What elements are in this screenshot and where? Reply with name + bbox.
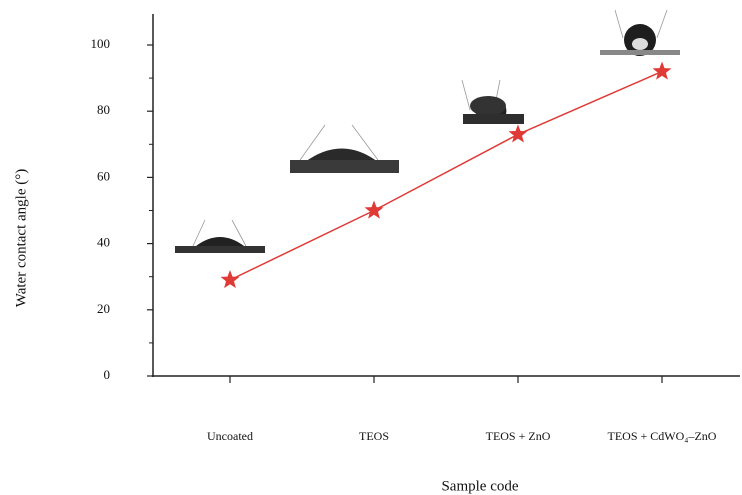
y-tick-label: 0 (104, 367, 111, 382)
x-tick-label: TEOS + ZnO (486, 429, 551, 443)
star-marker (221, 270, 240, 288)
series-line (230, 71, 662, 280)
y-tick-label: 40 (97, 235, 110, 250)
star-marker (653, 62, 672, 80)
y-axis-title: Water contact angle (°) (13, 169, 29, 307)
droplet-teos-zno (462, 80, 524, 124)
droplet-teos (290, 125, 399, 173)
x-axis-title: Sample code (441, 478, 518, 494)
droplet-images (175, 10, 680, 253)
x-tick-label: Uncoated (207, 429, 253, 443)
x-tick-label: TEOS + CdWO₄–ZnO (608, 429, 717, 443)
star-marker (509, 124, 528, 142)
x-tick-label: TEOS (359, 429, 389, 443)
chart: Water contact angle (°) Sample code 0 20 4… (0, 0, 742, 495)
droplet-teos-cdwo4-zno (600, 10, 680, 56)
droplet-uncoated (175, 220, 265, 253)
y-tick-label: 20 (97, 301, 110, 316)
y-tick-label: 60 (97, 168, 110, 183)
y-tick-label: 100 (91, 36, 111, 51)
star-marker (365, 201, 384, 219)
y-tick-label: 80 (97, 102, 110, 117)
